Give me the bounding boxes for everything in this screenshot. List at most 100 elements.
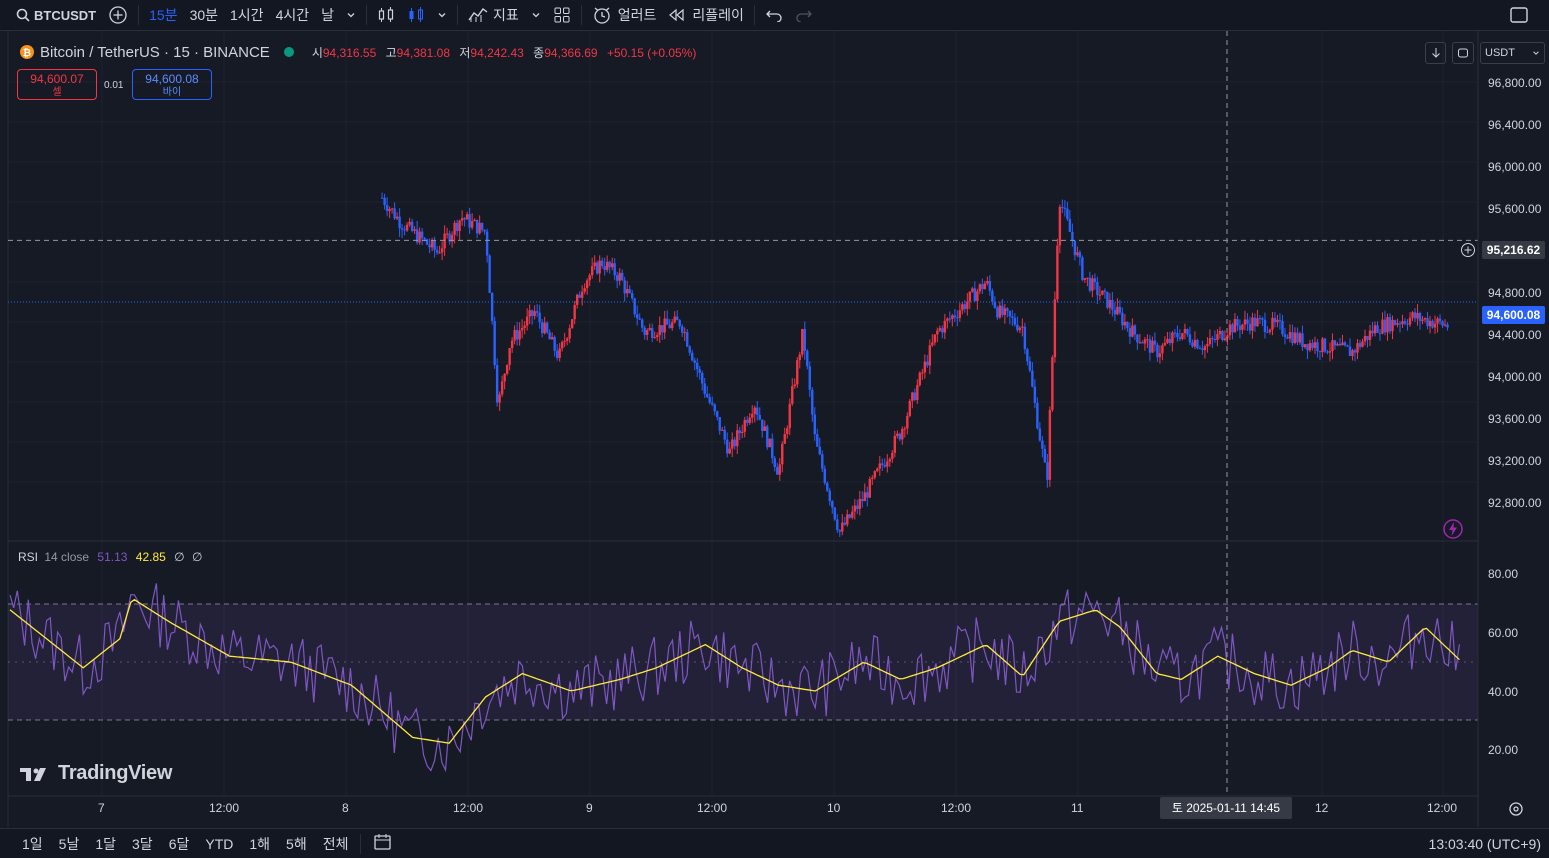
candle-body [771,438,774,459]
interval-day[interactable]: 날 [321,7,334,23]
candle-body [848,514,851,518]
interval-1h[interactable]: 1시간 [230,7,264,23]
candle-body [1363,335,1367,342]
bottom-toolbar: 1일 5날 1달 3달 6달 YTD 1해 5해 전체 13:03:40 (UT… [0,828,1549,858]
symbol-search[interactable]: BTCUSDT [0,0,102,30]
buy-label: 바이 [162,87,182,98]
market-status-dot[interactable] [283,47,294,57]
refresh-button[interactable] [1452,42,1474,64]
candle-body [948,318,952,320]
candle-body [853,505,856,512]
candle-body [1218,331,1222,335]
range-1m[interactable]: 1달 [95,835,117,852]
interval-15m[interactable]: 15분 [149,7,178,23]
candle-body [1406,323,1409,325]
candle-body [1208,338,1212,345]
candle-body [620,272,624,281]
candle-body [651,327,654,338]
candle-body [1048,409,1052,480]
currency-select[interactable]: USDT [1480,42,1545,64]
candle-body [953,315,957,318]
range-3m[interactable]: 3달 [132,835,153,852]
compare-button[interactable] [102,0,134,30]
candle-body [1093,278,1097,283]
rsi-ma-line [9,598,1460,744]
range-5d[interactable]: 5날 [58,835,80,852]
candle-body [515,330,519,340]
candle-body [1181,333,1184,339]
goto-date-button[interactable] [365,833,401,854]
candle-body [951,315,954,319]
candle-body [1078,252,1082,258]
chart-type-dropdown[interactable] [431,0,453,30]
candle-body [1263,319,1267,332]
rsi-name[interactable]: RSI [18,550,39,564]
fullscreen-button[interactable] [1503,0,1549,30]
interval-dropdown[interactable] [340,0,362,30]
candle-body [728,448,731,454]
tradingview-logo[interactable]: TradingView [20,762,172,785]
candle-body [1083,278,1087,280]
svg-text:₿: ₿ [23,47,31,59]
candle-body [793,384,796,387]
templates-button[interactable] [547,0,577,30]
range-6m[interactable]: 6달 [168,835,190,852]
candle-body [998,305,1002,318]
candle-body [943,320,947,333]
bar-style-button[interactable] [371,0,401,30]
price-chart[interactable] [0,31,1549,827]
candle-body [713,404,716,412]
candle-body [1043,448,1047,463]
candle-body [776,467,779,475]
candle-body [973,288,977,302]
candle-body [1228,324,1232,336]
settings-icon[interactable] [1508,801,1524,820]
download-button[interactable] [1425,42,1446,64]
candle-style-button[interactable] [401,0,431,30]
range-1d[interactable]: 1일 [22,835,43,852]
candle-body [1246,319,1249,324]
rsi-line [9,583,1460,773]
redo-button[interactable] [789,0,819,30]
candle-body [883,464,887,467]
range-1y[interactable]: 1해 [249,835,271,852]
candle-body [578,294,581,298]
clock-timezone[interactable]: 13:03:40 (UTC+9) [1428,835,1541,852]
candle-body [643,327,646,335]
candle-body [1021,326,1024,328]
range-all[interactable]: 전체 [322,835,349,852]
buy-button[interactable]: 94,600.08 바이 [132,69,212,100]
candle-body [956,317,959,319]
flash-icon[interactable] [1442,518,1464,543]
candle-body [1336,343,1339,346]
replay-button[interactable]: 리플레이 [662,0,750,30]
range-ytd[interactable]: YTD [205,835,234,852]
candle-body [483,229,486,232]
candle-body [1193,340,1197,347]
undo-button[interactable] [759,0,789,30]
candle-body [455,222,459,232]
price-tick: 96,000.00 [1488,160,1542,174]
sell-button[interactable]: 94,600.07 셀 [17,69,97,100]
candle-body [445,233,449,235]
candle-body [1331,340,1334,352]
candle-body [1296,332,1299,343]
candle-body [1066,208,1069,219]
range-5y[interactable]: 5해 [286,835,307,852]
symbol-title[interactable]: Bitcoin / TetherUS · 15 · BINANCE [40,43,270,61]
candle-body [781,443,784,465]
price-tick: 96,400.00 [1488,118,1542,132]
candle-body [843,522,846,525]
alert-button[interactable]: 얼러트 [586,0,663,30]
interval-4h[interactable]: 4시간 [275,7,310,23]
candle-body [590,266,594,276]
candle-body [656,335,659,338]
candle-body [723,429,726,440]
candle-body [1023,326,1027,350]
interval-30m[interactable]: 30분 [189,7,219,23]
indicators-dropdown[interactable] [525,0,547,30]
candle-body [1013,317,1017,325]
candle-body [888,459,892,462]
add-alert-icon[interactable] [1460,242,1476,261]
indicators-button[interactable]: 지표 [462,0,525,30]
